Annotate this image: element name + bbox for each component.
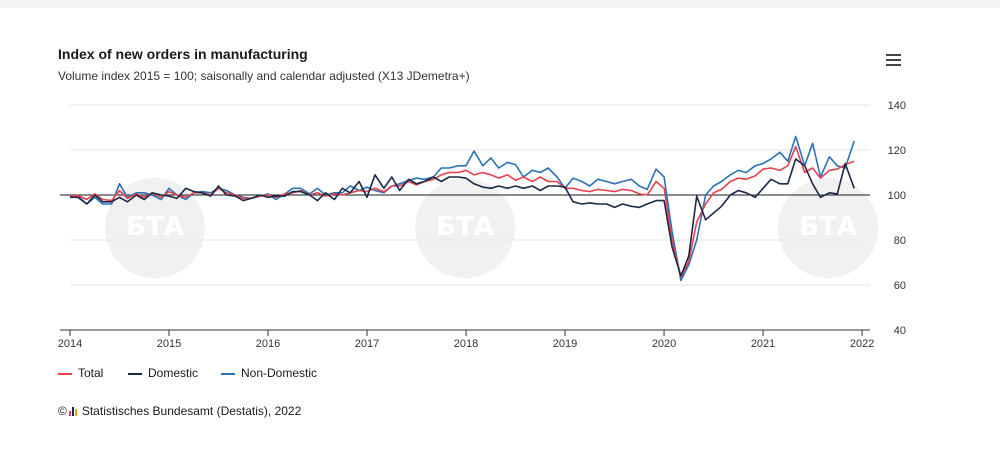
x-tick-label-2014: 2014 — [58, 338, 82, 350]
legend-item-non-domestic[interactable]: Non-Domestic — [221, 366, 317, 380]
x-tick-label-2022: 2022 — [850, 338, 874, 350]
legend-item-total[interactable]: Total — [58, 366, 103, 380]
series-line-domestic — [70, 158, 855, 277]
credit-text: Statistisches Bundesamt (Destatis), 2022 — [81, 404, 302, 418]
legend-swatch-non-domestic — [221, 372, 235, 375]
destatis-logo-icon — [68, 407, 79, 416]
y-tick-label-60: 60 — [894, 280, 906, 292]
x-tick-label-2018: 2018 — [454, 338, 478, 350]
legend-swatch-total — [58, 372, 72, 375]
chart-credit: © Statistisches Bundesamt (Destatis), 202… — [58, 404, 301, 418]
chart-card: БТА БТА БТА 40 60 80 100 120 140 2014 2015 2016 2017… — [38, 30, 926, 430]
x-tick-label-2021: 2021 — [751, 338, 775, 350]
legend-swatch-domestic — [128, 372, 142, 375]
bta-watermark-seal-1 — [415, 178, 515, 278]
x-tick-label-2020: 2020 — [652, 338, 676, 350]
legend-label-non-domestic: Non-Domestic — [241, 366, 318, 380]
bta-watermark-text-2: БТА — [799, 212, 857, 242]
bta-watermark-text-1: БТА — [436, 212, 494, 242]
x-tick-label-2019: 2019 — [553, 338, 577, 350]
y-tick-label-100: 100 — [888, 190, 906, 202]
copyright-symbol: © — [58, 404, 67, 418]
legend-label-total: Total — [78, 366, 104, 380]
y-tick-label-40: 40 — [894, 325, 906, 337]
chart-plot: БТА БТА БТА 40 60 80 100 120 140 2014 2015 2016 2017… — [58, 100, 906, 350]
chart-title: Index of new orders in manufacturing — [58, 46, 308, 62]
x-tick-label-2017: 2017 — [355, 338, 379, 350]
bta-watermark-seal-0 — [105, 178, 205, 278]
x-tick-label-2015: 2015 — [157, 338, 181, 350]
y-tick-label-120: 120 — [888, 145, 906, 157]
top-strip — [0, 0, 1000, 8]
hamburger-menu-icon[interactable] — [884, 52, 904, 68]
chart-subtitle: Volume index 2015 = 100; saisonally and … — [58, 69, 470, 83]
bta-watermark-seal-2 — [778, 178, 878, 278]
y-tick-label-80: 80 — [894, 235, 906, 247]
legend-label-domestic: Domestic — [148, 366, 199, 380]
bta-watermark-text-0: БТА — [126, 212, 184, 242]
y-tick-label-140: 140 — [888, 100, 906, 112]
x-tick-label-2016: 2016 — [256, 338, 280, 350]
legend-item-domestic[interactable]: Domestic — [128, 366, 198, 380]
